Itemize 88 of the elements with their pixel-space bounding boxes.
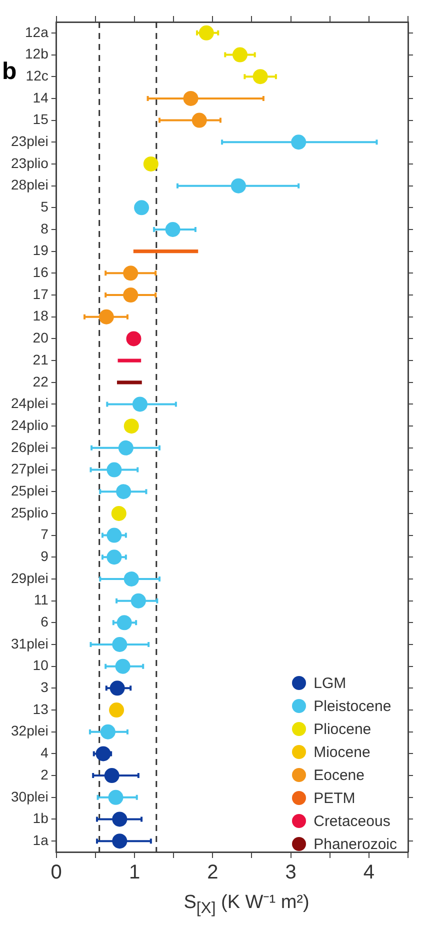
legend-label: Phanerozoic [314, 836, 397, 853]
y-tick-label: 20 [32, 330, 49, 346]
y-tick-label: 13 [32, 700, 49, 717]
point [291, 134, 306, 150]
point [100, 724, 116, 740]
y-tick-label: 12c [26, 67, 48, 84]
point [118, 440, 134, 456]
point [98, 309, 114, 324]
point [112, 812, 128, 827]
point [106, 550, 122, 565]
y-tick-label: 23plio [10, 154, 49, 171]
y-tick-label: 17 [32, 286, 49, 302]
point [132, 396, 148, 412]
y-tick-label: 1b [32, 810, 49, 826]
legend-label: Miocene [314, 744, 370, 761]
point [124, 571, 139, 586]
y-tick-label: 3 [40, 679, 49, 696]
y-tick-label: 9 [40, 548, 49, 564]
point [115, 658, 130, 674]
y-tick-label: 2 [40, 766, 49, 782]
point [192, 112, 207, 128]
point [110, 680, 125, 696]
x-tick-label: 4 [363, 862, 374, 884]
point [130, 593, 146, 608]
y-tick-label: 11 [34, 592, 49, 608]
y-tick-label: 27plei [10, 460, 48, 477]
y-tick-label: 10 [32, 657, 49, 674]
y-tick-label: 5 [40, 198, 49, 215]
legend-label: PETM [314, 790, 356, 807]
y-tick-label: 26plei [10, 438, 48, 455]
y-tick-label: 22 [32, 373, 49, 390]
x-tick-label: 1 [128, 862, 140, 884]
x-tick-label: 2 [207, 862, 218, 884]
y-tick-label: 1a [32, 832, 49, 848]
point [126, 331, 142, 346]
y-tick-label: 18 [32, 308, 49, 324]
point [104, 768, 120, 784]
point [123, 266, 138, 281]
point [112, 834, 128, 849]
legend-label: Pliocene [314, 720, 372, 738]
y-tick-label: 7 [40, 526, 49, 542]
y-tick-label: 29plei [10, 570, 48, 586]
point [116, 615, 132, 630]
point [232, 47, 248, 62]
y-tick-label: 25plei [10, 482, 48, 498]
y-tick-label: 24plei [10, 395, 48, 412]
point [123, 288, 138, 303]
point [143, 156, 158, 172]
y-tick-label: 15 [32, 111, 49, 128]
y-tick-label: 21 [32, 351, 49, 368]
legend-label: Eocene [314, 766, 364, 784]
y-tick-label: 14 [32, 89, 49, 106]
point [124, 418, 139, 434]
point [112, 637, 128, 652]
point [198, 25, 214, 40]
legend-label: Cretaceous [314, 812, 390, 830]
point [108, 790, 124, 805]
y-tick-label: 28plei [10, 176, 48, 193]
y-tick-label: 4 [40, 744, 49, 761]
y-tick-label: 31plei [10, 635, 48, 652]
legend-label: Pleistocene [314, 698, 392, 715]
point [165, 222, 180, 237]
text: b [2, 58, 17, 86]
point [116, 484, 132, 500]
point [183, 90, 198, 106]
y-tick-label: 25plio [10, 504, 49, 520]
y-tick-label: 19 [32, 242, 49, 258]
legend-label: LGM [314, 674, 346, 692]
point [109, 702, 124, 718]
y-tick-label: 30plei [10, 788, 48, 804]
y-tick-label: 6 [40, 614, 49, 630]
x-tick-label: 0 [50, 862, 62, 884]
point [134, 200, 150, 216]
y-tick-label: 12b [25, 46, 49, 62]
x-tick-label: 3 [285, 862, 296, 884]
y-tick-label: 24plio [10, 416, 49, 433]
y-tick-label: 16 [32, 264, 49, 280]
y-tick-label: 12a [25, 24, 49, 40]
point [230, 178, 246, 194]
point [106, 462, 122, 478]
y-tick-label: 8 [40, 220, 49, 236]
point [111, 506, 126, 521]
x-axis-title: S$_{[X]}$ (K W⁻¹ m²) [182, 891, 310, 918]
point [252, 69, 268, 84]
point [106, 528, 122, 543]
y-tick-label: 32plei [10, 722, 48, 739]
point [96, 746, 111, 762]
y-tick-label: 23plei [10, 132, 48, 149]
